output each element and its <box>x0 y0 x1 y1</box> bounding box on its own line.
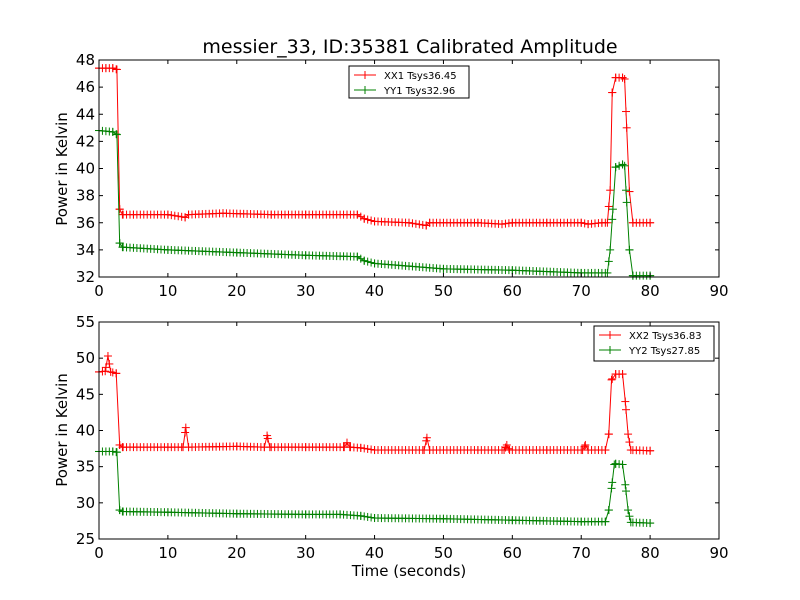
x-tick-label: 10 <box>158 544 177 562</box>
top-subplot-ticks: 0 10 20 30 40 50 60 70 80 90 32 34 36 38 40 42 44 46 48 <box>76 51 729 300</box>
top-legend: XX1 Tsys36.45 YY1 Tsys32.96 <box>348 65 470 99</box>
bottom-plot-frame <box>98 321 720 540</box>
y-tick-label: 36 <box>76 214 95 232</box>
x-tick-label: 90 <box>709 544 728 562</box>
y-tick-label: 40 <box>76 422 95 440</box>
series-markers-xx1 <box>95 64 655 230</box>
x-tick-label: 60 <box>503 282 522 300</box>
series-line-xx2 <box>98 355 651 452</box>
x-tick-label: 80 <box>641 282 660 300</box>
y-tick-label: 55 <box>76 313 95 331</box>
y-tick-label: 25 <box>76 530 95 548</box>
x-tick-label: 50 <box>434 282 453 300</box>
x-tick-label: 90 <box>709 282 728 300</box>
y-tick-label: 34 <box>76 241 95 259</box>
top-plot-frame <box>98 59 720 278</box>
bottom-x-axis-label: Time (seconds) <box>351 562 467 580</box>
legend-entry-label: XX2 Tsys36.83 <box>629 331 702 342</box>
bottom-subplot-series <box>95 351 655 528</box>
legend-box <box>348 65 470 99</box>
x-tick-label: 70 <box>572 282 591 300</box>
legend-entry-label: YY1 Tsys32.96 <box>383 86 455 97</box>
y-tick-label: 42 <box>76 132 95 150</box>
series-markers-yy1 <box>95 126 655 280</box>
x-tick-label: 20 <box>227 282 246 300</box>
top-subplot: 0 10 20 30 40 50 60 70 80 90 32 34 36 38 40 42 44 46 48 Po… <box>53 51 729 300</box>
y-tick-label: 44 <box>76 105 95 123</box>
y-tick-label: 32 <box>76 268 95 286</box>
series-markers-yy2 <box>95 447 655 528</box>
x-tick-label: 70 <box>572 544 591 562</box>
x-tick-label: 40 <box>365 282 384 300</box>
legend-entry-label: XX1 Tsys36.45 <box>384 71 457 82</box>
x-tick-label: 40 <box>365 544 384 562</box>
y-tick-label: 30 <box>76 494 95 512</box>
y-tick-label: 46 <box>76 78 95 96</box>
y-tick-label: 45 <box>76 385 95 403</box>
x-tick-label: 60 <box>503 544 522 562</box>
y-tick-label: 35 <box>76 458 95 476</box>
x-tick-label: 30 <box>296 544 315 562</box>
bottom-y-axis-label: Power in Kelvin <box>53 373 71 487</box>
bottom-subplot: 0 10 20 30 40 50 60 70 80 90 25 30 35 40 45 50 55 Power … <box>53 313 729 580</box>
x-tick-label: 80 <box>641 544 660 562</box>
top-y-axis-label: Power in Kelvin <box>53 112 71 226</box>
x-tick-label: 30 <box>296 282 315 300</box>
x-tick-label: 10 <box>158 282 177 300</box>
legend-box <box>593 325 715 362</box>
y-tick-label: 40 <box>76 160 95 178</box>
legend-entry-label: YY2 Tsys27.85 <box>628 346 700 357</box>
x-tick-label: 20 <box>227 544 246 562</box>
bottom-subplot-ticks: 0 10 20 30 40 50 60 70 80 90 25 30 35 40 45 50 55 <box>76 313 729 562</box>
y-tick-label: 48 <box>76 51 95 69</box>
bottom-legend: XX2 Tsys36.83 YY2 Tsys27.85 <box>593 325 715 362</box>
x-tick-label: 50 <box>434 544 453 562</box>
y-tick-label: 50 <box>76 349 95 367</box>
top-subplot-series <box>95 64 655 280</box>
y-tick-label: 38 <box>76 187 95 205</box>
figure-title: messier_33, ID:35381 Calibrated Amplitud… <box>202 36 617 58</box>
x-tick-label: 0 <box>94 544 104 562</box>
series-markers-xx2 <box>95 351 655 455</box>
x-tick-label: 0 <box>94 282 104 300</box>
